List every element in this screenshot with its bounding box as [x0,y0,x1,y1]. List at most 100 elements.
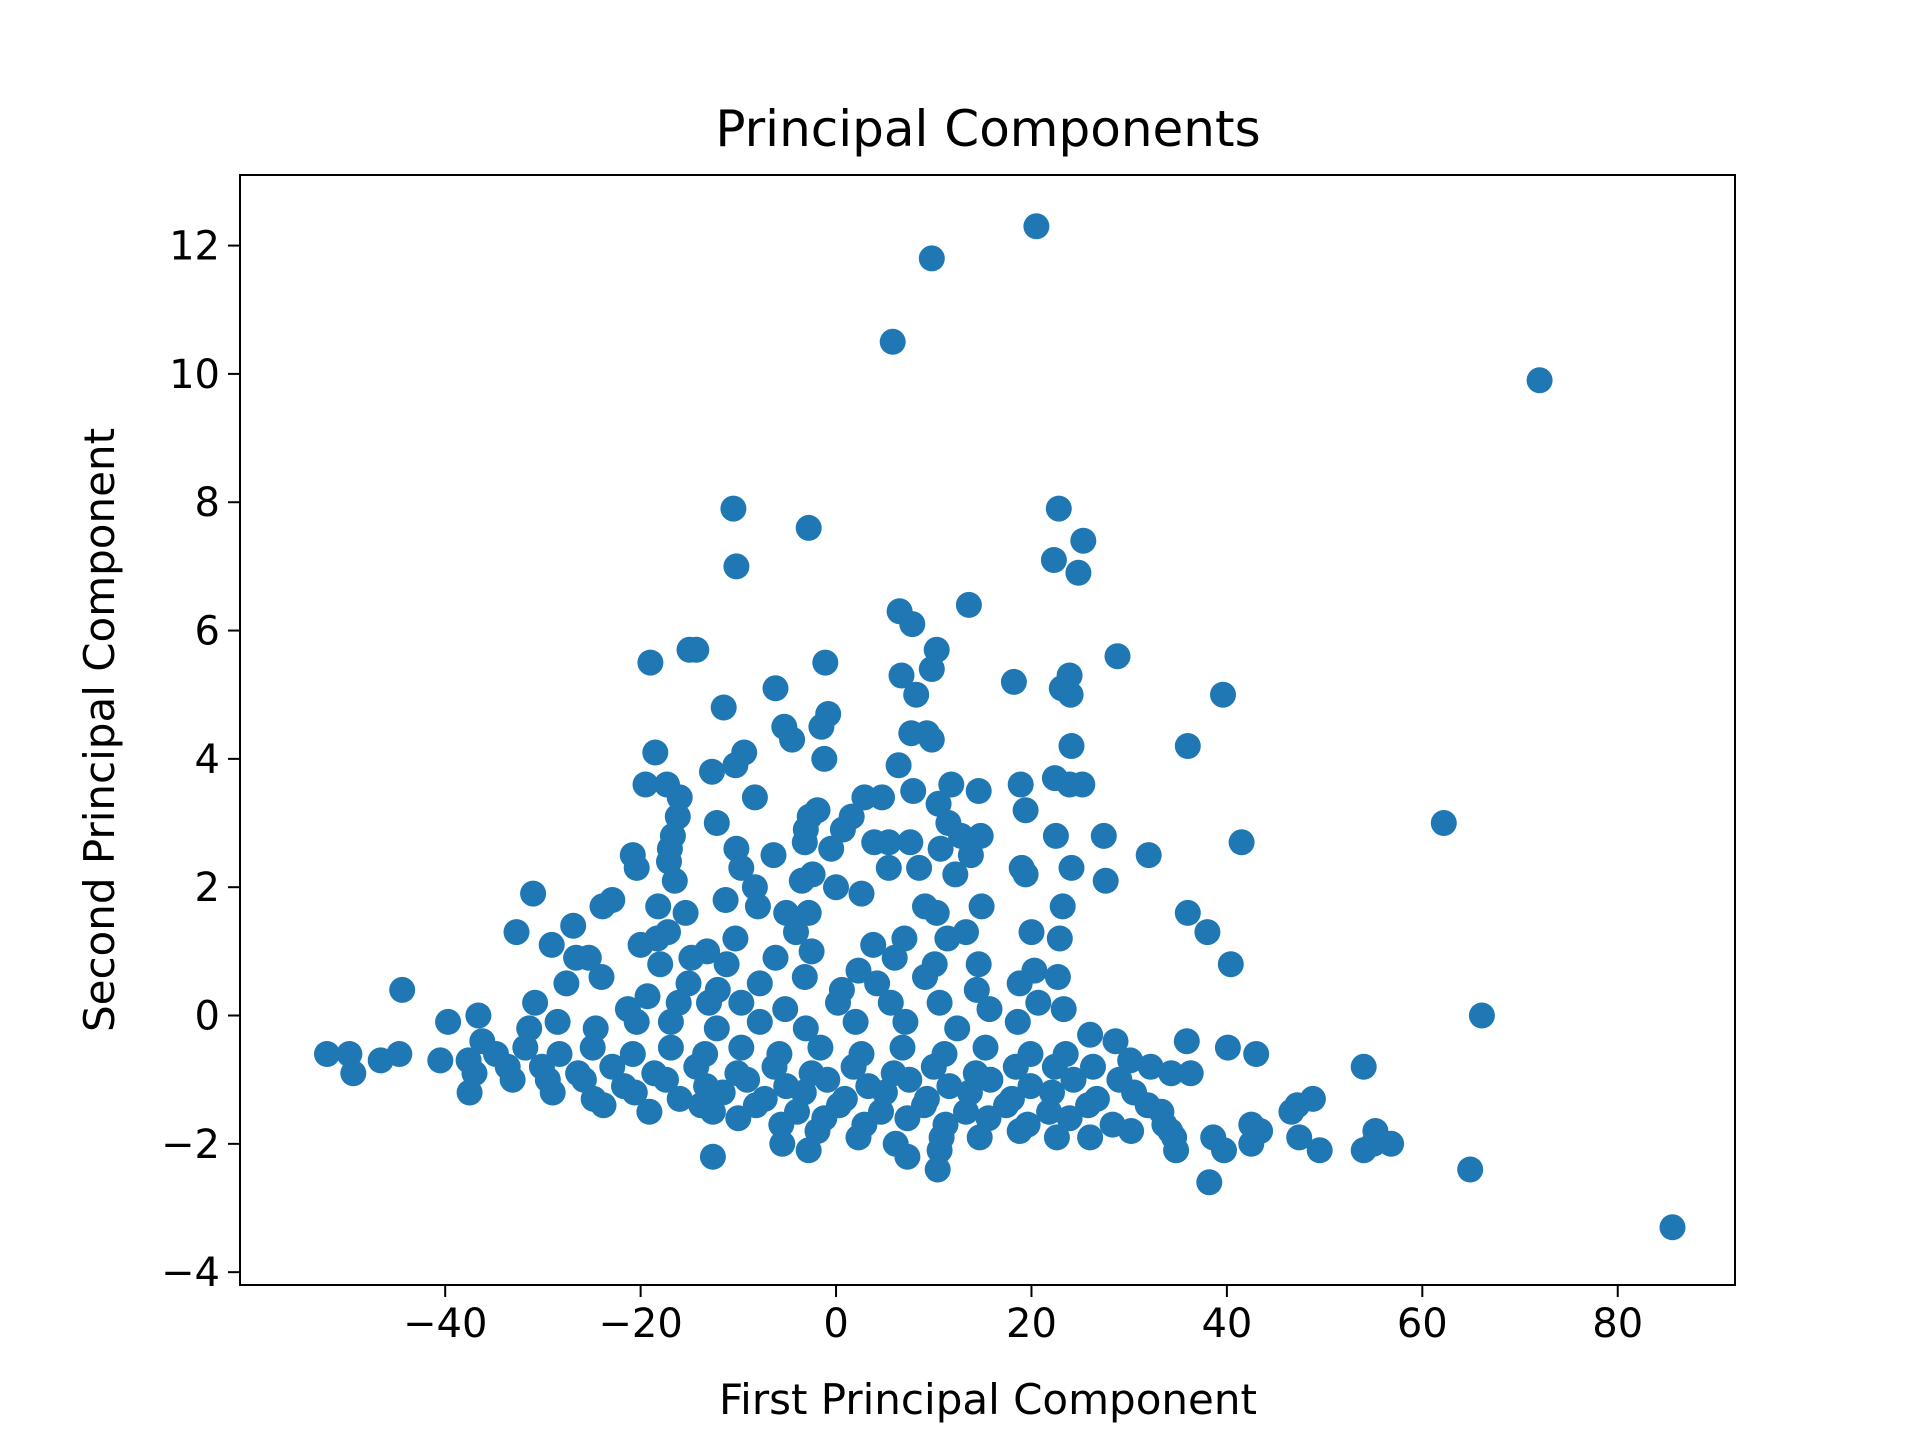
scatter-point [560,912,587,939]
scatter-point [1049,893,1076,920]
scatter-point [579,1034,606,1061]
scatter-point [899,611,926,638]
scatter-point [1104,643,1131,670]
scatter-point [860,931,887,958]
chart-title: Principal Components [715,100,1260,158]
scatter-point [791,964,818,990]
scatter-point [666,784,693,811]
scatter-point [1077,1124,1104,1151]
scatter-point [720,495,747,522]
scatter-point [728,989,755,1016]
scatter-point [918,656,945,682]
scatter-point [879,328,906,355]
scatter-point [1090,822,1117,849]
scatter-point [1135,842,1162,869]
scatter-point [812,649,839,676]
x-tick-label: −40 [403,1301,487,1347]
scatter-point [965,951,992,978]
scatter-point [926,989,953,1016]
scatter-point [427,1047,454,1074]
scatter-point [340,1060,367,1087]
scatter-point [621,1079,648,1106]
scatter-point [589,893,616,920]
scatter-point [1058,733,1085,759]
scatter-point [829,816,856,843]
scatter-point [840,1053,867,1080]
scatter-point [1043,1124,1070,1151]
scatter-point [588,964,615,990]
scatter-point [888,662,915,689]
scatter-point [1196,1169,1223,1196]
scatter-point [808,713,835,740]
scatter-point [779,726,806,753]
scatter-point [1526,367,1553,394]
scatter-point [1659,1214,1686,1241]
scatter-point [891,925,918,952]
scatter-point [539,1079,566,1106]
scatter-point [623,1008,650,1035]
scatter-point [734,1066,761,1093]
scatter-point [465,1002,492,1029]
y-tick-label: 6 [195,609,220,655]
scatter-point [661,867,688,894]
scatter-point [1012,861,1039,888]
scatter-point [912,964,938,990]
x-tick-label: 80 [1592,1301,1643,1347]
scatter-point [632,771,659,798]
scatter-point [823,874,849,901]
scatter-point [655,919,681,946]
scatter-point [653,1066,679,1093]
scatter-point [918,245,945,272]
scatter-point [924,1156,951,1183]
scatter-point [1000,668,1027,695]
scatter-point [590,1092,617,1119]
x-axis-label: First Principal Component [719,1375,1257,1424]
scatter-point [1070,527,1097,554]
scatter-point [871,1079,898,1106]
scatter-point [1065,559,1092,586]
scatter-point [920,1053,947,1080]
scatter-point [760,842,787,869]
scatter-point [499,1066,526,1093]
scatter-point [762,944,789,971]
scatter-point [936,1073,963,1100]
scatter-point [1056,662,1083,689]
scatter-point [699,1143,726,1170]
scatter-point [1174,899,1201,926]
y-tick-label: 4 [195,737,220,783]
y-tick-label: 8 [195,480,220,526]
y-axis-label: Second Principal Component [75,428,124,1032]
scatter-point [881,944,908,971]
scatter-point [1306,1137,1333,1164]
scatter-point [538,931,565,958]
scatter-point [637,649,664,676]
scatter-point [792,1015,819,1042]
scatter-point [1430,810,1457,836]
scatter-point [761,1053,788,1080]
scatter-point [1036,1098,1063,1125]
scatter-point [1238,1130,1265,1157]
scatter-point [1378,1130,1405,1157]
scatter-point [1002,1053,1029,1080]
scatter-point [623,854,650,881]
scatter-point [1040,547,1067,573]
scatter-point [512,1034,539,1061]
scatter-point [1046,925,1073,952]
scatter-point [918,726,945,753]
plot-frame [239,174,1736,1286]
scatter-point [703,1015,730,1042]
scatter-point [942,861,969,888]
scatter-point [1004,1008,1031,1035]
x-tick-label: 60 [1397,1301,1448,1347]
scatter-point [699,758,725,785]
scatter-point [1025,989,1052,1016]
scatter-point [953,919,979,946]
scatter-point [520,880,547,907]
scatter-point [723,553,750,580]
scatter-point [894,1143,921,1170]
scatter-point [1042,822,1069,849]
scatter-point [953,1098,979,1125]
scatter-point [1058,854,1085,881]
scatter-point [875,854,902,881]
scatter-point [869,784,895,811]
